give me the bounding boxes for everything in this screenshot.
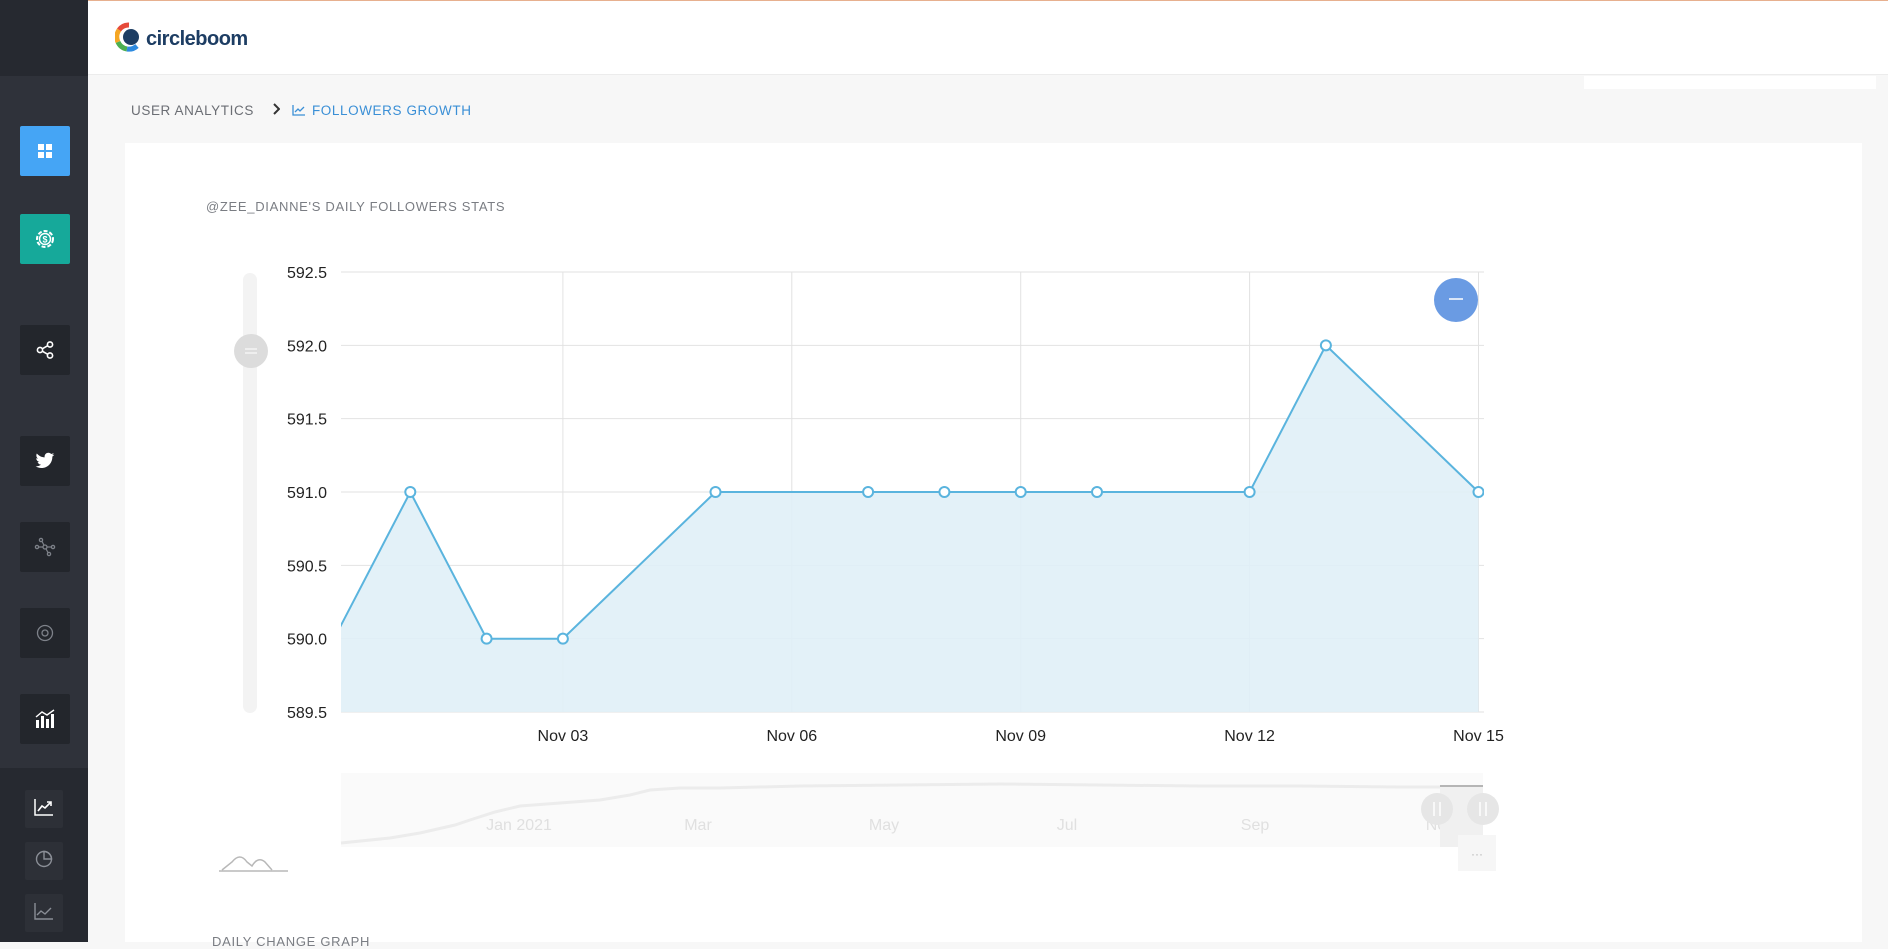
- top-border: [0, 0, 1888, 1]
- y-tick-label: 592.0: [287, 338, 327, 355]
- x-tick-label: Nov 12: [1224, 728, 1275, 745]
- data-point[interactable]: [556, 632, 569, 645]
- x-tick-label: Nov 09: [995, 728, 1046, 745]
- vertical-zoom-handle[interactable]: [234, 334, 268, 368]
- navigator-tick-label: Mar: [684, 817, 712, 834]
- line-chart-icon: [292, 105, 305, 116]
- sidebar-header: [0, 0, 88, 76]
- breadcrumb: USER ANALYTICS FOLLOWERS GROWTH: [131, 102, 472, 118]
- twitter-icon: [35, 452, 55, 470]
- series-area: [341, 345, 1479, 712]
- y-tick-label: 591.5: [287, 412, 327, 429]
- chart-preview-icon[interactable]: [219, 856, 288, 872]
- dollar-gear-icon: $: [34, 228, 56, 250]
- sidebar-item-dashboard[interactable]: [20, 126, 70, 176]
- navigator-right-handle[interactable]: [1467, 793, 1499, 825]
- data-point[interactable]: [1014, 486, 1027, 498]
- y-tick-label: 590.0: [287, 632, 327, 649]
- data-point[interactable]: [938, 486, 951, 498]
- y-tick-label: 592.5: [287, 265, 327, 282]
- target-icon: [35, 623, 55, 643]
- x-tick-label: Nov 15: [1453, 728, 1504, 745]
- dashboard-icon: [37, 143, 53, 159]
- sidebar-item-distribution[interactable]: [25, 842, 63, 880]
- navigator-tick-label: Sep: [1241, 817, 1270, 834]
- y-tick-label: 589.5: [287, 705, 327, 722]
- data-point[interactable]: [1091, 486, 1103, 498]
- series-group: [329, 339, 1484, 712]
- data-point[interactable]: [1472, 486, 1484, 498]
- data-point[interactable]: [1243, 486, 1256, 498]
- vertical-zoom-track[interactable]: [243, 273, 257, 713]
- navigator-tick-label: Jan 2021: [486, 817, 552, 834]
- x-tick-label: Nov 03: [538, 728, 589, 745]
- sidebar-item-followers-growth[interactable]: [25, 790, 63, 828]
- sidebar-item-share[interactable]: [20, 325, 70, 375]
- navigator-tick-label: Jul: [1057, 817, 1077, 834]
- data-point[interactable]: [1319, 339, 1332, 352]
- chevron-right-icon: [272, 102, 281, 118]
- circleboom-logo-icon: [114, 22, 143, 57]
- navigator-left-handle[interactable]: [1421, 793, 1453, 825]
- analytics-bars-icon: [34, 709, 56, 729]
- share-icon: [35, 340, 55, 360]
- navigator-tick-label: May: [869, 817, 899, 834]
- header-dropdown-area: [1584, 76, 1876, 89]
- app-logo[interactable]: circleboom: [114, 22, 248, 57]
- sidebar-item-analytics[interactable]: [20, 694, 70, 744]
- data-point[interactable]: [862, 486, 875, 498]
- y-tick-label: 591.0: [287, 485, 327, 502]
- sidebar-item-target[interactable]: [20, 608, 70, 658]
- logo-text: circleboom: [146, 28, 248, 50]
- x-tick-label: Nov 06: [766, 728, 817, 745]
- sidebar-item-twitter[interactable]: [20, 436, 70, 486]
- breadcrumb-parent[interactable]: USER ANALYTICS: [131, 102, 254, 118]
- sidebar-item-network[interactable]: [20, 522, 70, 572]
- navigator-series: [340, 782, 1483, 845]
- data-point[interactable]: [709, 486, 722, 498]
- breadcrumb-current: FOLLOWERS GROWTH: [292, 103, 472, 118]
- sidebar-item-daily-change[interactable]: [25, 894, 63, 932]
- top-header: [88, 1, 1888, 75]
- network-icon: [34, 537, 56, 557]
- data-point[interactable]: [404, 486, 417, 498]
- sidebar-item-pricing[interactable]: $: [20, 214, 70, 264]
- sidebar: $: [0, 0, 88, 942]
- breadcrumb-current-label: FOLLOWERS GROWTH: [311, 102, 472, 118]
- zoom-out-button[interactable]: [1434, 278, 1478, 322]
- series-line: [341, 343, 1480, 640]
- y-tick-label: 590.5: [287, 558, 327, 575]
- line-chart-icon: [34, 798, 54, 821]
- navigator-more-button[interactable]: [1458, 835, 1496, 871]
- pie-chart-icon: [34, 849, 54, 874]
- svg-text:$: $: [42, 235, 47, 245]
- chart-title: @ZEE_DIANNE'S DAILY FOLLOWERS STATS: [206, 199, 506, 214]
- more-icon: ···: [1471, 847, 1483, 861]
- data-point[interactable]: [480, 632, 493, 645]
- data-point[interactable]: [329, 634, 339, 644]
- area-chart-icon: [34, 902, 54, 925]
